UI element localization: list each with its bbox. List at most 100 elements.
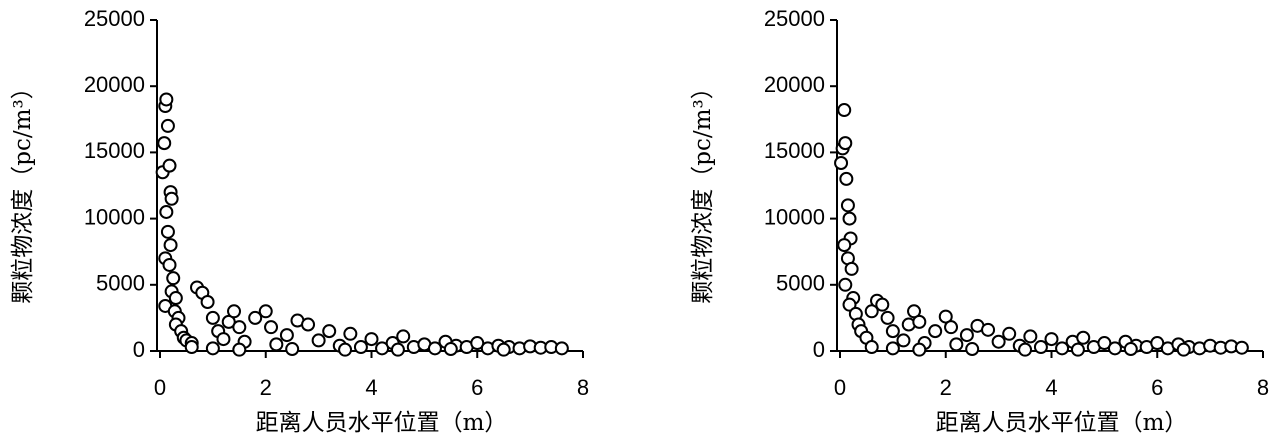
point [396,329,411,344]
x-axis-label: 距离人员水平位置（m） [936,410,1188,436]
point [166,271,181,286]
point [840,198,855,213]
point [427,341,442,356]
point [443,342,458,357]
x-tick-label: 8 [1257,375,1269,400]
x-tick-label: 0 [154,375,166,400]
point [1044,332,1059,347]
point [1033,340,1048,355]
point [248,310,263,325]
point [159,204,174,219]
point [163,238,178,253]
point [965,342,980,357]
x-tick-label: 2 [940,375,952,400]
point [279,328,294,343]
point [912,342,927,357]
point [837,103,852,118]
point [285,342,300,357]
point [301,317,316,332]
point [1176,342,1191,357]
point [885,324,900,339]
point [834,155,849,170]
y-tick-label: 0 [813,337,825,362]
point [343,326,358,341]
point [864,340,879,355]
point [258,304,273,319]
y-tick-label: 15000 [764,138,825,163]
point [160,118,175,133]
y-tick-label: 10000 [84,204,145,229]
point [991,334,1006,349]
y-axis-label: 颗粒物浓度（pc/m³） [10,76,36,303]
point [837,238,852,253]
point [938,309,953,324]
point [1070,342,1085,357]
point [322,324,337,339]
point [1023,329,1038,344]
point [162,158,177,173]
point [842,211,857,226]
point [216,332,231,347]
point [157,136,172,151]
point [842,297,857,312]
point [162,257,177,272]
x-axis-label: 距离人员水平位置（m） [256,410,508,436]
x-tick-label: 2 [260,375,272,400]
x-tick-label: 6 [471,375,483,400]
point [912,314,927,329]
point [949,337,964,352]
y-tick-label: 0 [133,337,145,362]
point [907,304,922,319]
point [496,342,511,357]
point [959,328,974,343]
y-tick-label: 5000 [96,271,145,296]
point [164,191,179,206]
point [839,171,854,186]
point [168,291,183,306]
point [269,337,284,352]
point [159,92,174,107]
point [844,261,859,276]
point [838,136,853,151]
point [200,295,215,310]
point [311,333,326,348]
point [885,341,900,356]
point [928,324,943,339]
point [1234,340,1249,355]
point [160,224,175,239]
point [264,320,279,335]
x-tick-label: 0 [834,375,846,400]
point [205,310,220,325]
point [1123,342,1138,357]
point [227,304,242,319]
point [944,320,959,335]
point [232,342,247,357]
y-axis-label: 颗粒物浓度（pc/m³） [690,76,716,303]
y-tick-label: 25000 [764,6,825,31]
point [981,322,996,337]
point [390,342,405,357]
y-tick-label: 25000 [84,6,145,31]
point [864,304,879,319]
y-tick-label: 15000 [84,138,145,163]
y-tick-label: 20000 [84,72,145,97]
point [353,340,368,355]
x-tick-label: 4 [1045,375,1057,400]
point [838,277,853,292]
point [880,310,895,325]
point [554,341,569,356]
y-tick-label: 10000 [764,204,825,229]
point [896,333,911,348]
point [1002,326,1017,341]
point [1018,342,1033,357]
point [184,340,199,355]
x-tick-label: 4 [365,375,377,400]
point [205,341,220,356]
point [875,297,890,312]
point [232,320,247,335]
x-tick-label: 6 [1151,375,1163,400]
point [1076,330,1091,345]
point [1055,341,1070,356]
y-tick-label: 5000 [776,271,825,296]
